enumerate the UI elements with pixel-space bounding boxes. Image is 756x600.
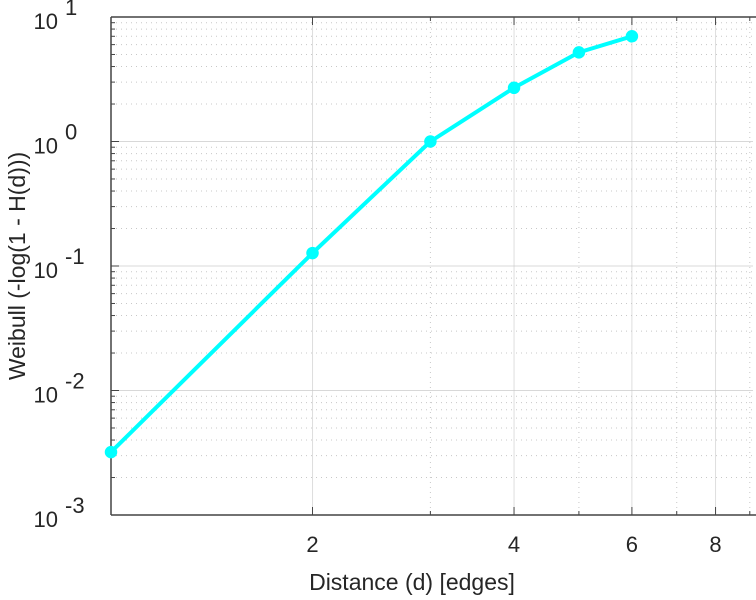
y-tick-exponent: 0 <box>65 120 77 145</box>
y-axis-label: Weibull (-log(1 - H(d))) <box>4 152 30 380</box>
data-point <box>306 246 319 260</box>
y-tick-label: 10 <box>34 134 58 159</box>
x-tick-label: 4 <box>508 532 520 557</box>
data-point <box>572 46 586 59</box>
data-point <box>625 30 639 43</box>
data-point <box>507 81 521 95</box>
y-tick-exponent: -2 <box>65 369 85 394</box>
y-tick-label: 10 <box>34 258 58 283</box>
x-tick-label: 8 <box>709 532 721 557</box>
tick-labels: 2 4 6 8 10 -3 10 -2 10 -1 10 0 10 1 <box>34 0 722 557</box>
y-tick-exponent: -3 <box>65 493 85 518</box>
x-tick-label: 2 <box>306 532 318 557</box>
y-tick-label: 10 <box>34 507 58 532</box>
y-tick-label: 10 <box>34 383 58 408</box>
data-point <box>424 135 437 148</box>
data-point <box>104 445 118 459</box>
y-tick-exponent: -1 <box>65 244 85 269</box>
y-tick-label: 10 <box>34 9 58 34</box>
series-line <box>109 34 633 454</box>
series <box>104 30 639 459</box>
x-tick-label: 6 <box>626 532 638 557</box>
grid <box>111 17 753 516</box>
x-axis-label: Distance (d) [edges] <box>309 569 515 595</box>
y-tick-exponent: 1 <box>65 0 77 20</box>
